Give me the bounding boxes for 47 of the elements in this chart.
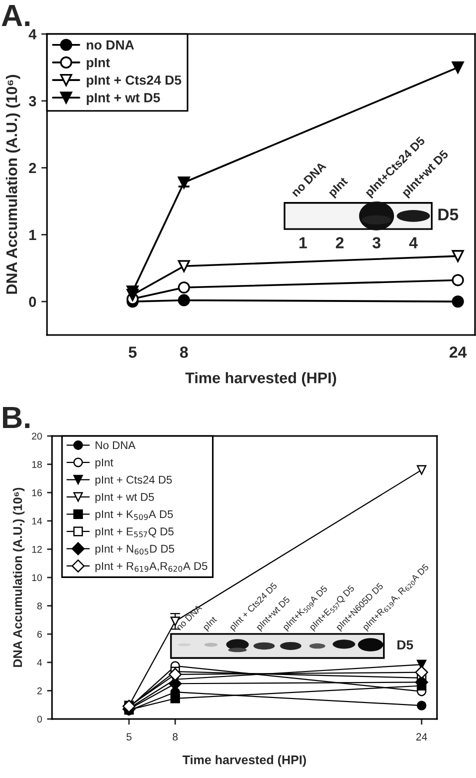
y-tick-label: 14 bbox=[32, 518, 42, 524]
legend-label: pInt + Cts24 D5 bbox=[86, 75, 182, 88]
chart-title: A. bbox=[2, 4, 30, 26]
x-axis-title: Time harvested (HPI) bbox=[182, 755, 306, 767]
x-tick-label: 8 bbox=[180, 346, 188, 358]
annotation: 2 bbox=[336, 237, 344, 248]
annotation: 3 bbox=[372, 237, 380, 248]
y-axis-title: DNA Accumulation (A.U.) (10⁶) bbox=[6, 74, 20, 294]
y-tick-label: 6 bbox=[37, 630, 42, 638]
y-tick-label: 12 bbox=[32, 546, 42, 553]
annotation: D5 bbox=[438, 208, 458, 220]
x-tick-label: 24 bbox=[450, 346, 467, 358]
legend-label: pInt + E$_{557}$Q D5 bbox=[96, 528, 174, 538]
y-tick-label: 1 bbox=[29, 230, 36, 240]
chart-title: B. bbox=[2, 406, 30, 428]
legend-label: pInt + N$_{605}$D D5 bbox=[96, 544, 174, 555]
y-tick-label: 10 bbox=[32, 574, 42, 582]
y-tick-label: 18 bbox=[32, 461, 42, 468]
x-tick-label: 5 bbox=[126, 733, 132, 741]
annotation: 1 bbox=[300, 237, 307, 248]
legend-label: pInt bbox=[86, 58, 110, 70]
y-tick-label: 4 bbox=[28, 29, 37, 40]
y-axis-title: DNA Accumulation (A.U.) (10⁶) bbox=[12, 488, 25, 667]
annotation: pInt bbox=[202, 616, 218, 632]
annotation: 4 bbox=[409, 237, 418, 248]
legend-label: pInt + wt D5 bbox=[96, 493, 154, 504]
y-tick-label: 0 bbox=[29, 296, 36, 307]
x-tick-label: 24 bbox=[416, 733, 428, 740]
y-tick-label: 16 bbox=[32, 489, 42, 496]
y-tick-label: 2 bbox=[37, 687, 42, 694]
legend-label: pInt bbox=[96, 458, 114, 469]
y-tick-label: 4 bbox=[37, 659, 42, 666]
y-tick-label: 20 bbox=[32, 432, 42, 440]
x-axis-title: Time harvested (HPI) bbox=[185, 372, 336, 386]
legend-label: pInt + Cts24 D5 bbox=[96, 476, 172, 486]
x-tick-label: 5 bbox=[128, 346, 137, 358]
y-tick-label: 2 bbox=[28, 162, 36, 174]
legend-label: pInt + wt D5 bbox=[86, 93, 160, 105]
y-tick-label: 8 bbox=[37, 602, 42, 610]
annotation: D5 bbox=[397, 640, 414, 650]
y-tick-label: 0 bbox=[37, 716, 42, 723]
x-tick-label: 8 bbox=[172, 733, 178, 741]
legend-label: pInt + K$_{509}$A D5 bbox=[96, 510, 173, 520]
legend-label: pInt + R$_{619}$A,R$_{620}$A D5 bbox=[96, 562, 208, 572]
legend-label: No DNA bbox=[96, 441, 136, 450]
y-tick-label: 3 bbox=[28, 96, 36, 106]
legend-label: no DNA bbox=[86, 40, 134, 50]
